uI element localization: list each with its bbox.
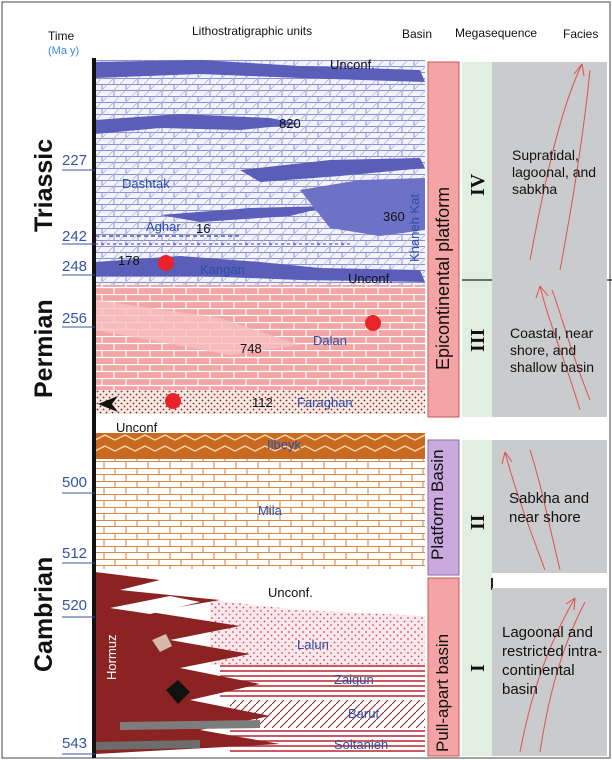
facies-iv-text: Supratidal, lagoonal, and sabkha	[512, 147, 597, 197]
unit-aghar: Aghar	[146, 219, 181, 234]
unconformity-triassic-top: Unconf.	[330, 57, 375, 72]
mega-column-lower	[462, 440, 492, 756]
hormuz-black-fragment	[166, 680, 190, 704]
facies-column-upper	[492, 62, 607, 417]
thickness-748: 748	[240, 341, 262, 356]
barut-body	[230, 700, 425, 728]
unit-ilbeyk: Ilbeyk	[267, 437, 301, 452]
age-tick-lines	[62, 169, 95, 755]
age-520: 520	[62, 597, 88, 614]
unit-faraghan: Faraghan	[297, 395, 353, 410]
triassic-tongue-kangan	[95, 256, 425, 282]
megasequence-iii: III	[467, 328, 489, 352]
basin-platform-box	[427, 439, 460, 576]
basin-pullapart-label: Pull-apart basin	[433, 633, 452, 752]
mila-body	[95, 459, 425, 569]
facies-iii-text: Coastal, near shore, and shallow basin	[510, 325, 595, 375]
triassic-tongue-820	[95, 114, 300, 134]
basin-epicontinental-box	[427, 61, 460, 418]
time-unit-header: (Ma y)	[48, 45, 80, 57]
triassic-tongue-khaneh	[300, 178, 425, 236]
triassic-tongue-dashtak	[240, 158, 425, 182]
megasequence-i: I	[467, 664, 489, 672]
unconformity-cambrian-top: Unconf	[116, 420, 158, 435]
marker-dalan	[365, 315, 381, 331]
facies-ii-text: Sabkha and near shore	[509, 490, 590, 526]
age-248: 248	[62, 258, 88, 275]
soltanieh-body	[230, 728, 425, 754]
ilbeyk-zigzag-2	[94, 445, 426, 452]
facies-header: Facies	[563, 27, 599, 41]
basin-epicontinental-label: Epicontinental platform	[433, 186, 453, 370]
megasequence-iv: IV	[467, 173, 489, 196]
megasequence-ii: II	[467, 514, 489, 530]
hormuz-gray-band	[120, 720, 260, 730]
marker-faraghan	[165, 393, 181, 409]
basin-platform-label: Platform Basin	[428, 449, 447, 560]
facies-trend-arrows-iii	[535, 285, 591, 411]
facies-column-lower-a	[492, 440, 607, 573]
lalun-body	[210, 600, 425, 665]
unit-hormuz: Hormuz	[104, 634, 119, 680]
triassic-tongue-top	[95, 60, 425, 82]
age-256: 256	[62, 310, 88, 327]
unit-kangan: Kangan	[200, 262, 245, 277]
basin-header: Basin	[402, 27, 433, 41]
thickness-360: 360	[383, 209, 405, 224]
thickness-16: 16	[196, 221, 211, 236]
facies-trend-arrows-i	[519, 597, 586, 753]
faraghan-body	[95, 390, 425, 414]
facies-column-lower-b	[492, 588, 607, 756]
time-header: Time	[48, 29, 75, 43]
facies-trend-arrows-iv	[529, 63, 591, 271]
ilbeyk-zigzag	[94, 434, 426, 441]
unit-soltanieh: Soltanieh	[334, 737, 389, 752]
thickness-112: 112	[252, 395, 273, 410]
hormuz-rock-fragment	[152, 634, 172, 652]
permian-wedge	[95, 300, 300, 355]
thickness-178: 178	[118, 253, 140, 268]
litho-header: Lithostratigraphic units	[192, 24, 313, 38]
time-axis-line	[92, 58, 96, 758]
period-permian: Permian	[30, 299, 58, 398]
unit-zaigun: Zaigun	[334, 672, 374, 687]
marker-kangan	[158, 255, 174, 271]
hormuz-gray-band-2	[95, 740, 200, 750]
unit-dashtak: Dashtak	[122, 176, 170, 191]
unit-dalan: Dalan	[313, 333, 347, 348]
age-242: 242	[62, 228, 88, 245]
hormuz-body	[95, 572, 280, 754]
hormuz-white-lens	[110, 596, 200, 614]
faraghan-arrow	[98, 396, 118, 412]
unit-khaneh-kat: Khaneh Kat	[407, 194, 422, 262]
age-543: 543	[62, 735, 88, 752]
age-512: 512	[62, 545, 88, 562]
period-cambrian: Cambrian	[30, 556, 58, 672]
unit-lalun: Lalun	[297, 637, 329, 652]
zaigun-body	[220, 665, 425, 700]
age-500: 500	[62, 474, 88, 491]
unconformity-permo-triassic: Unconf.	[348, 271, 393, 286]
thickness-820: 820	[279, 116, 301, 131]
unit-mila: Mila	[258, 503, 282, 518]
unconformity-lower-cambrian: Unconf.	[268, 585, 313, 600]
basin-pullapart-box	[427, 577, 460, 757]
facies-i-text: Lagoonal and restricted intra-continenta…	[502, 624, 603, 698]
triassic-tongue-aghar	[160, 206, 330, 222]
age-227: 227	[62, 152, 88, 169]
facies-trend-arrows-ii	[501, 449, 561, 571]
unit-barut: Barut	[348, 706, 380, 721]
period-triassic: Triassic	[30, 138, 58, 232]
megasequence-header: Megasequence	[455, 26, 538, 40]
mega-column-upper	[462, 62, 492, 417]
